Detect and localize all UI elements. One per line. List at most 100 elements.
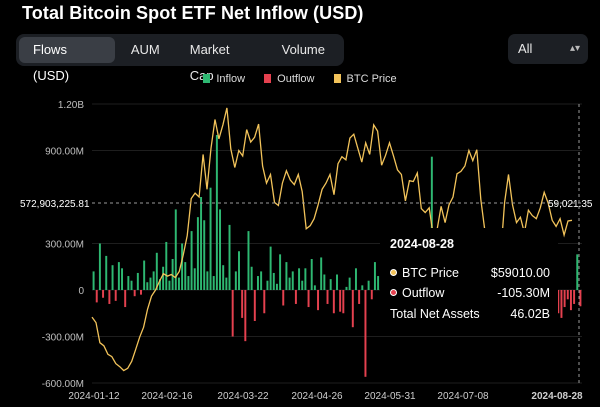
chevron-updown-icon: ▴▾ bbox=[569, 43, 580, 54]
flow-bar bbox=[158, 279, 161, 290]
x-tick-label: 2024-04-26 bbox=[291, 391, 343, 402]
flow-bar bbox=[354, 268, 357, 290]
y-tick-label: 1.20B bbox=[58, 100, 84, 111]
legend-outflow[interactable]: Outflow bbox=[264, 73, 314, 85]
flow-bar bbox=[238, 251, 240, 290]
legend-price-label: BTC Price bbox=[346, 73, 397, 85]
tooltip-outflow-label: Outflow bbox=[402, 286, 445, 300]
flow-bar bbox=[228, 224, 231, 290]
flow-bar bbox=[579, 290, 582, 307]
flow-bar bbox=[367, 280, 370, 290]
tab-flows[interactable]: Flows (USD) bbox=[19, 37, 115, 83]
flow-bar bbox=[206, 271, 209, 290]
flow-bar bbox=[573, 290, 576, 304]
flow-bar bbox=[193, 268, 196, 290]
flow-bar bbox=[247, 231, 250, 290]
range-select-value: All bbox=[518, 41, 533, 56]
flow-bar bbox=[140, 290, 142, 295]
flow-bar bbox=[187, 276, 190, 290]
flow-bar bbox=[304, 268, 307, 290]
flow-bar bbox=[332, 290, 335, 314]
x-tick-label: 2024-08-28 bbox=[531, 391, 583, 402]
flow-bar bbox=[576, 254, 579, 290]
flow-bar bbox=[152, 271, 155, 290]
flow-bar bbox=[345, 286, 348, 290]
inflow-swatch-icon bbox=[203, 74, 211, 83]
outflow-dot-icon bbox=[390, 289, 397, 296]
flow-bar bbox=[361, 285, 364, 290]
outflow-swatch-icon bbox=[264, 74, 272, 83]
flow-bar bbox=[263, 290, 266, 314]
flow-bar bbox=[256, 276, 259, 290]
flow-bar bbox=[222, 265, 225, 290]
flow-bar bbox=[260, 271, 263, 290]
legend-inflow-label: Inflow bbox=[216, 73, 246, 85]
flow-bar bbox=[162, 266, 165, 290]
tooltip-assets-label: Total Net Assets bbox=[390, 307, 480, 321]
legend-inflow[interactable]: Inflow bbox=[203, 73, 245, 85]
flow-bar bbox=[266, 280, 269, 290]
flow-bar bbox=[364, 290, 367, 377]
flow-bar bbox=[348, 277, 351, 290]
flow-bar bbox=[181, 243, 184, 290]
flow-bar bbox=[212, 276, 215, 290]
flow-bar bbox=[219, 209, 222, 290]
x-tick-label: 2024-01-12 bbox=[68, 391, 120, 402]
flow-bar bbox=[209, 187, 212, 290]
flow-bar bbox=[177, 277, 180, 290]
y-tick-label: 0 bbox=[78, 286, 84, 297]
flow-bar bbox=[105, 255, 108, 290]
flow-bar bbox=[279, 254, 282, 290]
flow-bar bbox=[244, 290, 247, 342]
flow-bar bbox=[563, 290, 566, 308]
flow-bar bbox=[92, 271, 95, 290]
tooltip-assets-value: 46.02B bbox=[510, 307, 550, 321]
x-tick-label: 2024-05-31 bbox=[364, 391, 416, 402]
chart-tooltip: 2024-08-28 BTC Price $59010.00 Outflow -… bbox=[380, 228, 558, 330]
flow-bar bbox=[307, 290, 310, 308]
flow-bar bbox=[117, 262, 120, 290]
flow-bar bbox=[174, 209, 177, 290]
flow-bar bbox=[121, 268, 124, 290]
flow-bar bbox=[310, 259, 313, 290]
flow-bar bbox=[566, 290, 569, 300]
flow-bar bbox=[165, 241, 168, 290]
flow-bar bbox=[149, 277, 152, 290]
tab-aum[interactable]: AUM bbox=[130, 42, 160, 57]
flow-bar bbox=[373, 262, 376, 290]
tab-volume[interactable]: Volume bbox=[281, 42, 325, 57]
view-tabs: Flows (USD) AUM Market Cap Volume bbox=[16, 34, 344, 83]
flow-bar bbox=[275, 283, 278, 290]
flow-bar bbox=[250, 266, 253, 290]
flow-bar bbox=[272, 272, 275, 290]
flow-bar bbox=[253, 290, 256, 321]
legend-price[interactable]: BTC Price bbox=[333, 73, 397, 85]
flow-bar bbox=[234, 271, 237, 290]
crosshair-left-label: 572,903,225.81 bbox=[20, 199, 90, 210]
flow-bar bbox=[146, 282, 149, 290]
flow-bar bbox=[168, 280, 171, 290]
flow-bar bbox=[557, 290, 560, 314]
range-select[interactable]: All ▴▾ bbox=[508, 34, 588, 64]
flow-bar bbox=[285, 262, 288, 290]
flow-bar bbox=[351, 290, 354, 328]
flow-bar bbox=[108, 290, 111, 304]
y-tick-label: 300.00M bbox=[45, 240, 84, 251]
flow-bar bbox=[301, 280, 304, 290]
flow-bar bbox=[200, 197, 203, 290]
flow-bar bbox=[155, 252, 158, 290]
tooltip-outflow-value: -105.30M bbox=[497, 286, 550, 300]
flow-bar bbox=[184, 262, 187, 290]
flow-bar bbox=[102, 290, 105, 298]
flow-bar bbox=[377, 276, 380, 290]
flow-bar bbox=[298, 268, 301, 290]
flow-bar bbox=[342, 290, 345, 314]
flow-bar bbox=[124, 290, 127, 308]
flow-bar bbox=[317, 290, 320, 311]
flow-bar bbox=[215, 135, 218, 290]
tooltip-date: 2024-08-28 bbox=[390, 237, 454, 251]
flow-bar bbox=[569, 290, 572, 311]
flow-bar bbox=[203, 220, 206, 290]
flow-bar bbox=[326, 290, 329, 304]
